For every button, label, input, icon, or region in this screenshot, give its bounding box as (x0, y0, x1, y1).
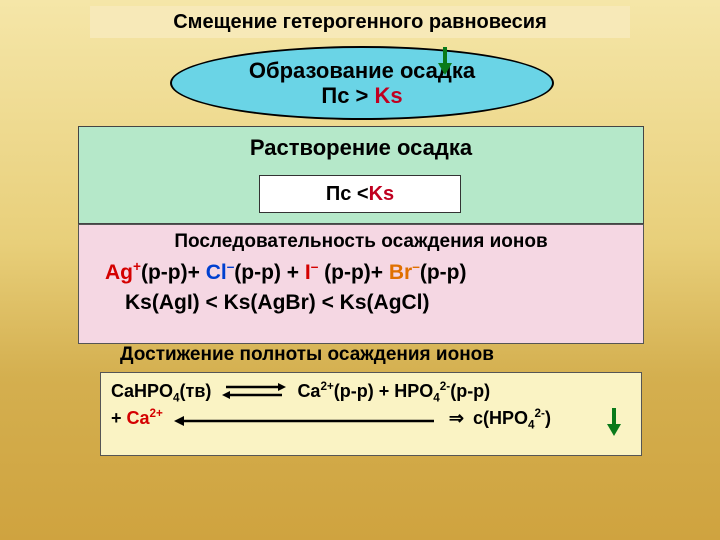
formation-oval: Образование осадка Пс > Ks (170, 46, 554, 120)
equilibrium-arrows-icon (222, 385, 286, 399)
ca-ion: Ca2+ (127, 408, 163, 428)
br-ion: Br– (389, 261, 420, 284)
sequence-box: Последовательность осаждения ионов Ag+(р… (78, 224, 644, 344)
dissolution-box: Растворение осадка Пс < Ks (78, 126, 644, 224)
implies-icon: ⇒ (449, 406, 464, 430)
seq-equation: Ag+(р-р)+ Cl–(р-р) + I– (р-р)+ Br–(р-р) (105, 259, 643, 285)
complete-title: Достижение полноты осаждения ионов (120, 344, 494, 366)
complete-box: СaHPO4(тв) Ca2+(р-р) + HPO42-(р-р) + Ca2… (100, 372, 642, 456)
oval-ks: Ks (375, 83, 403, 108)
page-title: Смещение гетерогенного равновесия (90, 6, 630, 38)
seq-title: Последовательность осаждения ионов (79, 231, 643, 253)
arrow-down-icon (436, 47, 454, 75)
oval-pc: Пс > (321, 83, 374, 108)
cl-ion: Cl– (206, 261, 235, 284)
dissolve-pc: Пс < (326, 183, 369, 206)
dissolve-condition: Пс < Ks (259, 175, 461, 213)
complete-line2: + Ca2+ ⇒ c(HPO42-) (111, 406, 631, 433)
complete-line1: СaHPO4(тв) Ca2+(р-р) + HPO42-(р-р) (111, 379, 631, 406)
dissolve-ks: Ks (369, 183, 395, 206)
seq-ks-line: Ks(AgI) < Ks(AgBr) < Ks(AgCl) (125, 291, 643, 315)
i-ion: I– (305, 261, 318, 284)
title-text: Смещение гетерогенного равновесия (173, 11, 547, 34)
dissolve-title: Растворение осадка (79, 135, 643, 161)
arrow-down-icon (605, 408, 623, 436)
ag-ion: Ag+ (105, 261, 141, 284)
left-arrow-icon (174, 413, 434, 427)
oval-line2: Пс > Ks (321, 83, 402, 108)
